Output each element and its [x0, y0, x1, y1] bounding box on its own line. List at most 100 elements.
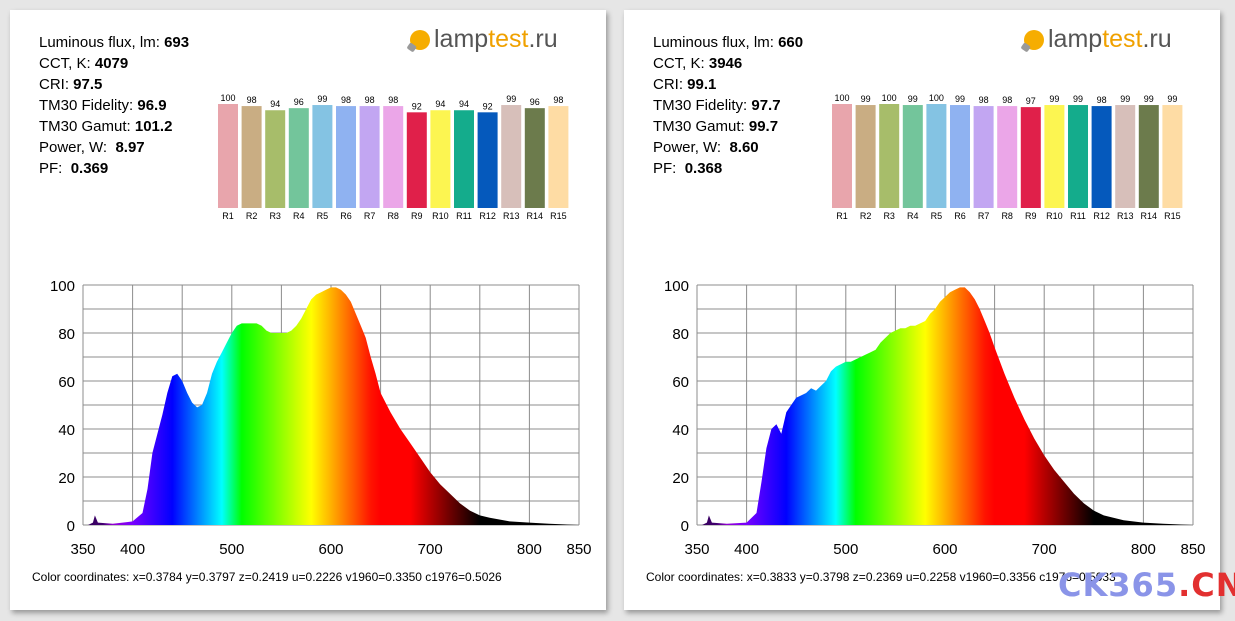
y-tick-label: 40 — [672, 422, 689, 439]
y-tick-label: 80 — [672, 326, 689, 343]
cri-category-label: R1 — [222, 211, 234, 221]
cri-value-label: 99 — [1120, 94, 1130, 104]
y-tick-label: 20 — [672, 470, 689, 487]
metric-power: Power, W: 8.60 — [653, 139, 759, 156]
cri-bar-R15 — [1162, 105, 1183, 208]
cri-bar-R3 — [879, 104, 900, 208]
cri-value-label: 98 — [365, 95, 375, 105]
cri-bar-chart: 100 R1 99 R2 100 R3 99 R4 100 R5 99 R6 98 R7 98 R8 97 R9 9… — [832, 93, 1183, 221]
cri-category-label: R10 — [432, 211, 449, 221]
spectrum-area — [83, 287, 579, 525]
cri-value-label: 94 — [459, 99, 469, 109]
color-coordinates: Color coordinates: x=0.3833 y=0.3798 z=0… — [646, 570, 1116, 584]
cri-value-label: 99 — [1049, 94, 1059, 104]
y-tick-label: 80 — [58, 326, 75, 343]
cri-value-label: 99 — [955, 94, 965, 104]
y-tick-label: 100 — [664, 278, 689, 295]
right-panel: Luminous flux, lm: 660 CCT, K: 3946 CRI:… — [624, 10, 1220, 610]
cri-category-label: R9 — [411, 211, 423, 221]
cri-bar-R5 — [926, 104, 947, 208]
cri-category-label: R4 — [907, 211, 919, 221]
cri-value-label: 98 — [553, 95, 563, 105]
cri-category-label: R11 — [456, 211, 472, 221]
cri-bar-chart: 100 R1 98 R2 94 R3 96 R4 99 R5 98 R6 98 R7 98 R8 92 R9 94 R… — [218, 93, 569, 221]
logo-text-3: .ru — [528, 25, 558, 53]
cri-value-label: 92 — [483, 101, 493, 111]
cri-bar-R12 — [477, 112, 498, 208]
cri-value-label: 98 — [979, 95, 989, 105]
bulb-icon — [407, 30, 430, 52]
cri-value-label: 99 — [908, 94, 918, 104]
x-tick-label: 800 — [1131, 541, 1156, 558]
metrics-block: Luminous flux, lm: 693 CCT, K: 4079 CRI:… — [39, 32, 189, 179]
cri-value-label: 100 — [834, 93, 849, 103]
cri-category-label: R6 — [954, 211, 966, 221]
cri-value-label: 92 — [412, 101, 422, 111]
x-tick-label: 700 — [1032, 541, 1057, 558]
cri-value-label: 98 — [1097, 95, 1107, 105]
cri-category-label: R2 — [860, 211, 872, 221]
cri-bar-R11 — [454, 110, 474, 208]
y-tick-label: 60 — [58, 374, 75, 391]
cri-bar-R10 — [430, 110, 451, 208]
cri-category-label: R12 — [1093, 211, 1110, 221]
metric-gamut: TM30 Gamut: 101.2 — [39, 118, 173, 135]
cri-bar-R10 — [1044, 105, 1065, 208]
spectrum-chart: 0 20 40 60 80 100 350 400 500 600 700 800 850 — [50, 278, 592, 558]
cri-category-label: R3 — [269, 211, 281, 221]
metric-cct: CCT, K: 3946 — [653, 55, 743, 72]
cri-bar-R14 — [524, 108, 545, 208]
cri-value-label: 94 — [435, 99, 445, 109]
cri-category-label: R7 — [978, 211, 990, 221]
cri-bar-R2 — [241, 106, 262, 208]
x-tick-label: 600 — [318, 541, 343, 558]
cri-bar-R7 — [359, 106, 380, 208]
left-panel: Luminous flux, lm: 693 CCT, K: 4079 CRI:… — [10, 10, 606, 610]
y-tick-label: 0 — [67, 518, 75, 535]
cri-value-label: 99 — [1073, 94, 1083, 104]
metric-cct: CCT, K: 4079 — [39, 55, 129, 72]
bulb-icon — [1021, 30, 1044, 52]
logo-text-2: test — [488, 25, 529, 53]
cri-bar-R3 — [265, 110, 286, 208]
cri-bar-R4 — [902, 105, 923, 208]
x-tick-label: 350 — [70, 541, 95, 558]
metric-flux: Luminous flux, lm: 660 — [653, 34, 804, 51]
y-tick-label: 20 — [58, 470, 75, 487]
cri-value-label: 99 — [1167, 94, 1177, 104]
cri-category-label: R10 — [1046, 211, 1063, 221]
cri-category-label: R13 — [1117, 211, 1134, 221]
cri-value-label: 99 — [317, 94, 327, 104]
cri-value-label: 97 — [1026, 96, 1036, 106]
metric-fidelity: TM30 Fidelity: 96.9 — [39, 97, 167, 114]
cri-category-label: R2 — [246, 211, 258, 221]
x-tick-label: 800 — [517, 541, 542, 558]
logo-text-1: lamp — [434, 25, 489, 53]
y-tick-label: 0 — [681, 518, 689, 535]
y-tick-label: 100 — [50, 278, 75, 295]
cri-category-label: R15 — [1164, 211, 1181, 221]
cri-bar-R14 — [1138, 105, 1159, 208]
cri-category-label: R3 — [883, 211, 895, 221]
watermark: CK365.CN — [1058, 566, 1235, 604]
cri-category-label: R4 — [293, 211, 305, 221]
cri-category-label: R11 — [1070, 211, 1086, 221]
metrics-block: Luminous flux, lm: 660 CCT, K: 3946 CRI:… — [653, 32, 803, 179]
cri-category-label: R5 — [317, 211, 329, 221]
cri-value-label: 98 — [247, 95, 257, 105]
cri-category-label: R9 — [1025, 211, 1037, 221]
cri-category-label: R13 — [503, 211, 520, 221]
cri-bar-R12 — [1091, 106, 1112, 208]
metric-cri: CRI: 99.1 — [653, 76, 717, 93]
cri-value-label: 96 — [530, 97, 540, 107]
cri-category-label: R7 — [364, 211, 376, 221]
cri-category-label: R12 — [479, 211, 496, 221]
cri-bar-R11 — [1068, 105, 1088, 208]
cri-value-label: 100 — [929, 93, 944, 103]
y-tick-label: 60 — [672, 374, 689, 391]
color-coordinates: Color coordinates: x=0.3784 y=0.3797 z=0… — [32, 570, 502, 584]
cri-category-label: R8 — [1001, 211, 1013, 221]
metric-power: Power, W: 8.97 — [39, 139, 145, 156]
spectrum-area — [697, 287, 1193, 525]
cri-value-label: 94 — [270, 99, 280, 109]
